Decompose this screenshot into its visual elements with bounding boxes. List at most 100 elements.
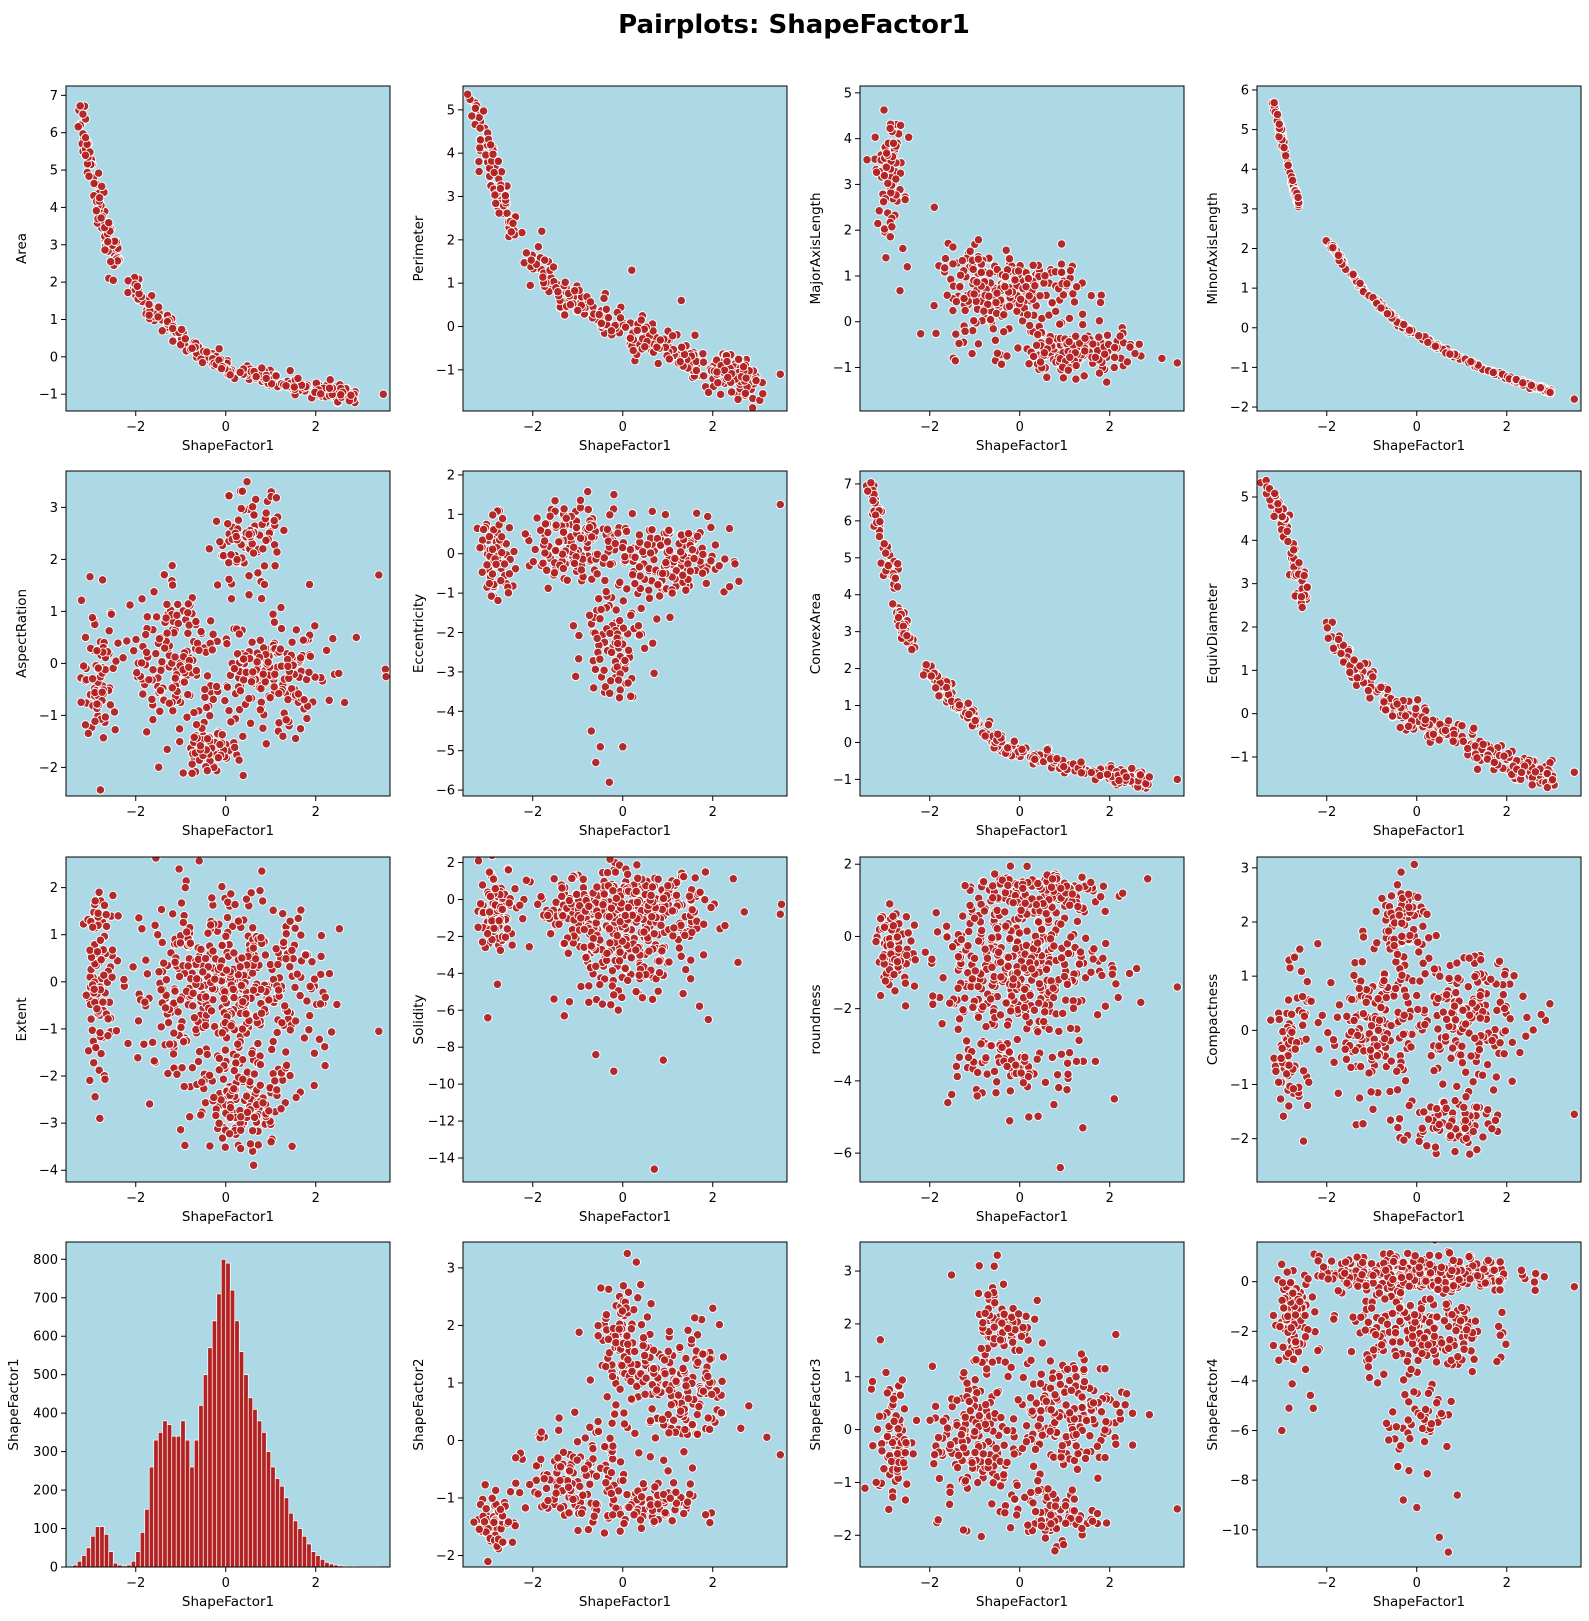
scatter-point — [954, 338, 964, 349]
scatter-point — [248, 667, 258, 677]
scatter-point — [128, 962, 138, 972]
scatter-point — [103, 1014, 113, 1024]
scatter-point — [647, 525, 657, 535]
scatter-point — [256, 697, 266, 707]
scatter-point — [100, 1074, 110, 1084]
scatter-point — [604, 777, 614, 787]
scatter-point — [528, 556, 538, 567]
x-tick-label: 2 — [312, 1191, 320, 1206]
scatter-point — [1094, 316, 1105, 326]
scatter-point — [1017, 744, 1027, 754]
scatter-point — [891, 174, 901, 184]
scatter-point — [185, 1112, 195, 1122]
scatter-point — [189, 732, 199, 742]
scatter-point — [692, 508, 702, 518]
scatter-point — [1348, 269, 1358, 279]
scatter-point — [579, 924, 589, 935]
scatter-point — [1058, 373, 1069, 383]
scatter-point — [316, 969, 326, 980]
scatter-point — [881, 162, 892, 172]
scatter-point — [170, 673, 180, 683]
scatter-point — [260, 950, 271, 960]
scatter-point — [1283, 160, 1293, 170]
scatter-point — [93, 168, 104, 178]
scatter-point — [488, 874, 499, 884]
scatter-point — [559, 1011, 569, 1021]
scatter-point — [142, 969, 153, 979]
scatter-point — [219, 994, 229, 1004]
scatter-point — [503, 588, 514, 598]
scatter-point — [664, 354, 674, 364]
scatter-point — [500, 191, 511, 201]
y-tick-label: −2 — [39, 1070, 58, 1085]
scatter-point — [197, 357, 208, 368]
scatter-point — [134, 289, 144, 299]
scatter-point — [1071, 374, 1081, 384]
scatter-point — [1457, 721, 1467, 731]
scatter-point — [631, 886, 641, 897]
scatter-point — [878, 952, 888, 962]
scatter-point — [309, 1080, 319, 1091]
scatter-point — [687, 545, 698, 555]
scatter-point — [571, 522, 582, 533]
scatter-point — [902, 631, 912, 641]
y-tick-label: 3 — [447, 190, 455, 205]
scatter-point — [281, 381, 291, 391]
scatter-point — [775, 909, 785, 919]
scatter-point — [609, 489, 619, 500]
scatter-point — [234, 704, 245, 715]
scatter-point — [664, 525, 674, 535]
scatter-point — [1077, 309, 1088, 319]
scatter-point — [1076, 757, 1086, 767]
scatter-point — [257, 866, 267, 876]
scatter-point — [207, 645, 217, 655]
scatter-point — [493, 595, 503, 606]
scatter-point — [1273, 499, 1283, 509]
scatter-point — [627, 508, 637, 519]
scatter-point — [1102, 769, 1113, 780]
scatter-point — [477, 937, 488, 947]
scatter-point — [535, 525, 546, 535]
y-tick-label: 1 — [1241, 282, 1249, 297]
scatter-point — [497, 532, 507, 542]
scatter-point — [554, 537, 564, 547]
x-tick-label: 0 — [1413, 420, 1421, 435]
scatter-point — [261, 508, 271, 518]
scatter-point — [698, 950, 709, 960]
scatter-point — [475, 899, 486, 909]
scatter-point — [645, 548, 656, 558]
scatter-point — [572, 889, 582, 900]
scatter-point — [658, 1055, 668, 1065]
x-tick-label: −2 — [1317, 805, 1336, 820]
scatter-point — [80, 632, 91, 643]
scatter-point — [584, 981, 594, 991]
scatter-point — [486, 591, 496, 601]
scatter-point — [97, 181, 107, 192]
scatter-point — [269, 515, 279, 526]
y-tick-label: 3 — [50, 501, 58, 516]
scatter-point — [238, 1074, 248, 1085]
scatter-point — [1047, 298, 1057, 308]
scatter-point — [487, 544, 498, 554]
scatter-point — [230, 742, 240, 753]
scatter-point — [530, 544, 540, 555]
scatter-point — [699, 919, 709, 929]
y-axis-label: EquivDiameter — [1205, 583, 1221, 684]
scatter-point — [1569, 394, 1579, 404]
scatter-point — [1336, 648, 1346, 659]
scatter-point — [270, 1076, 280, 1086]
scatter-point — [575, 901, 585, 911]
scatter-point — [233, 1039, 243, 1049]
scatter-point — [615, 313, 626, 323]
scatter-point — [119, 974, 129, 985]
scatter-point — [187, 1063, 198, 1073]
scatter-point — [1440, 725, 1451, 736]
scatter-point — [193, 1056, 204, 1067]
scatter-point — [494, 916, 504, 926]
scatter-point — [159, 570, 169, 580]
scatter-point — [272, 1027, 282, 1038]
scatter-point — [964, 709, 974, 720]
scatter-point — [969, 316, 979, 326]
scatter-point — [640, 342, 650, 352]
scatter-point — [991, 297, 1001, 308]
